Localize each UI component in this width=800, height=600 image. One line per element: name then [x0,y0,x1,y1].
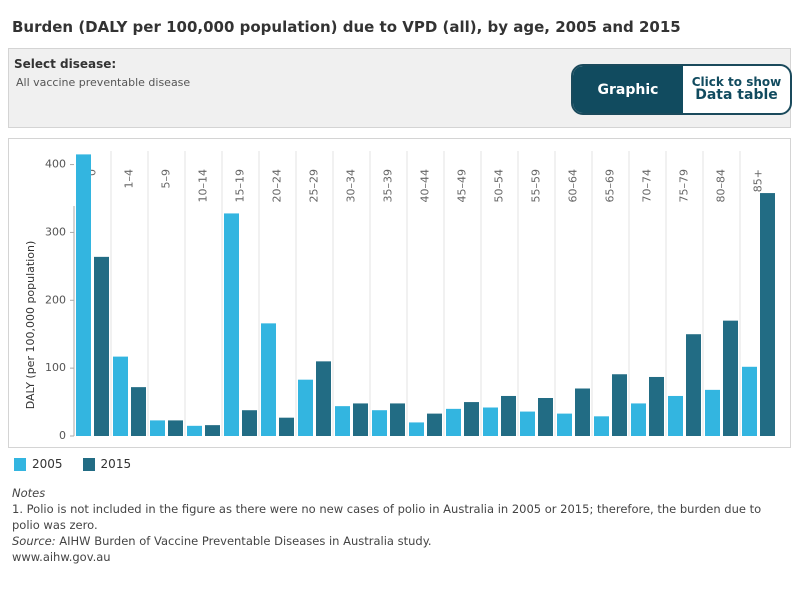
bar-2005-75–79 [668,395,683,436]
bar-2005-50–54 [483,407,498,436]
x-tick-label: 60–64 [567,169,580,203]
bar-2015-45–49 [464,402,479,436]
bar-2015-20–24 [279,417,294,436]
filter-panel: Select disease: All vaccine preventable … [8,48,792,128]
x-tick-label: 1–4 [123,169,136,189]
legend-label-2015: 2015 [100,457,132,471]
bar-2005-70–74 [631,403,646,436]
x-tick-label: 0 [86,169,99,176]
view-toggle[interactable]: Graphic Click to show Data table [571,64,792,115]
x-tick-label: 15–19 [234,169,247,203]
y-tick-label: 400 [45,158,66,171]
x-tick-label: 75–79 [678,169,691,203]
bar-2005-30–34 [335,406,350,436]
bar-2005-20–24 [261,323,276,436]
website: www.aihw.gov.au [12,550,111,564]
source-line: Source: AIHW Burden of Vaccine Preventab… [12,533,782,549]
bar-2005-25–29 [298,379,313,436]
bar-2005-65–69 [594,416,609,436]
x-tick-label: 55–59 [530,169,543,203]
x-tick-label: 20–24 [271,169,284,203]
legend-swatch-2005 [14,457,26,471]
x-tick-label: 65–69 [604,169,617,203]
bar-2005-45–49 [446,408,461,436]
bar-2005-40–44 [409,422,424,436]
notes: Notes 1. Polio is not included in the fi… [12,485,782,565]
bar-2015-65–69 [612,374,627,436]
bar-2005-85+ [742,366,757,436]
bar-2015-85+ [760,193,775,436]
bar-2005-55–59 [520,411,535,436]
bar-2015-70–74 [649,376,664,436]
bar-2015-35–39 [390,403,405,436]
bar-2015-80–84 [723,320,738,436]
chart-container: 0 1–4 5–9 10–14 15–19 20–24 25–29 30–34 35–39 40–… [8,138,791,448]
y-tick-label: 100 [45,361,66,374]
bar-2005-80–84 [705,389,720,436]
source-label: Source: [12,534,56,548]
bar-2015-0 [94,256,109,436]
bar-2015-15–19 [242,410,257,436]
bar-2015-60–64 [575,388,590,436]
x-tick-label: 70–74 [641,169,654,203]
bar-2015-75–79 [686,334,701,436]
bar-2005-5–9 [150,420,165,436]
legend-item-2015[interactable]: 2015 [82,457,132,471]
x-tick-label: 40–44 [419,169,432,203]
y-axis-label: DALY (per 100,000 population) [24,241,37,410]
x-tick-label: 45–49 [456,169,469,203]
y-tick-label: 300 [45,225,66,238]
page-title: Burden (DALY per 100,000 population) due… [12,18,681,36]
note-1: 1. Polio is not included in the figure a… [12,502,762,532]
bar-2015-50–54 [501,395,516,436]
x-tick-label: 35–39 [382,169,395,203]
bar-2015-1–4 [131,387,146,436]
legend-swatch-2015 [82,457,95,471]
source-text: AIHW Burden of Vaccine Preventable Disea… [55,534,432,548]
bar-2015-25–29 [316,361,331,436]
disease-selector[interactable]: All vaccine preventable disease [16,76,191,89]
bar-2015-5–9 [168,420,183,436]
graphic-button[interactable]: Graphic [573,66,683,113]
bar-2005-60–64 [557,413,572,436]
x-tick-label: 5–9 [160,169,173,189]
bar-2015-55–59 [538,398,553,436]
x-tick-label: 85+ [752,169,765,192]
bar-2015-10–14 [205,425,220,436]
x-tick-label: 80–84 [715,169,728,203]
bar-2005-0 [76,154,91,436]
bar-2005-35–39 [372,410,387,436]
bar-2005-15–19 [224,213,239,436]
legend-item-2005[interactable]: 2005 [14,457,63,471]
bar-chart: 0 1–4 5–9 10–14 15–19 20–24 25–29 30–34 35–39 40–… [24,151,775,442]
y-tick-label: 200 [45,293,66,306]
filter-label: Select disease: [14,57,117,71]
notes-heading: Notes [12,486,46,500]
y-tick-label: 0 [59,429,66,442]
x-tick-label: 30–34 [345,169,358,203]
bar-2005-10–14 [187,425,202,436]
data-table-button-line1: Click to show [691,74,782,89]
x-tick-label: 10–14 [197,169,210,203]
legend-label-2005: 2005 [32,457,63,471]
legend: 2005 2015 [14,457,131,471]
data-table-button[interactable]: Click to show Data table [683,66,790,113]
x-tick-label: 25–29 [308,169,321,203]
bar-2015-40–44 [427,413,442,436]
x-tick-label: 50–54 [493,169,506,203]
bar-2005-1–4 [113,356,128,436]
bar-2015-30–34 [353,403,368,436]
data-table-button-line2: Data table [695,87,778,104]
